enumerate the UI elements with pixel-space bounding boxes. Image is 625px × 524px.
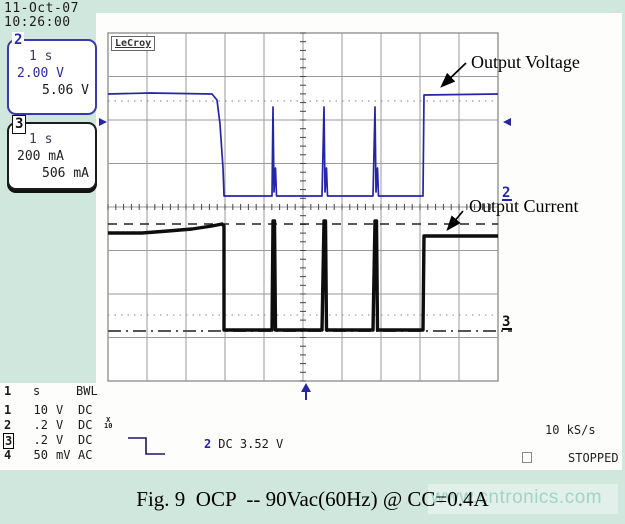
ch3-timebase: 1 s bbox=[29, 132, 53, 147]
ch2-scale: .2 bbox=[33, 418, 48, 432]
acquisition-block: 1 s BWL 1 10 V DC 2 .2 V DC X 10 3 .2 V … bbox=[0, 384, 130, 463]
timebase-unit: s bbox=[33, 384, 41, 398]
ch2-settings-row: 2 .2 V DC X 10 bbox=[0, 416, 130, 433]
voltage-waveform bbox=[107, 92, 499, 197]
ch3-scale: .2 bbox=[33, 433, 48, 447]
probe-x: X bbox=[106, 416, 111, 424]
time-label: 10:26:00 bbox=[4, 15, 71, 30]
ch1-unit: V bbox=[56, 403, 64, 417]
ch2-number: 2 bbox=[12, 32, 25, 49]
trigger-level-marker-left bbox=[99, 118, 107, 126]
ch2-unit: V bbox=[56, 418, 64, 432]
ch3-settings-row: 3 .2 V DC bbox=[0, 433, 130, 449]
ch4-scale: 50 bbox=[33, 448, 48, 462]
bwl-label: BWL bbox=[76, 384, 98, 398]
ch1-coupling: DC bbox=[78, 403, 93, 417]
ch4-num: 4 bbox=[4, 448, 12, 462]
ch3-unit: V bbox=[56, 433, 64, 447]
acquisition-state: STOPPED bbox=[568, 451, 619, 465]
timebase-value: 1 bbox=[4, 384, 12, 398]
watermark-text: www.cntronics.com bbox=[431, 487, 603, 508]
timebase-row: 1 s BWL bbox=[0, 384, 130, 399]
trigger-level-marker-right bbox=[503, 118, 511, 126]
ch3-zero-marker: 3 bbox=[502, 314, 510, 330]
ch3-num: 3 bbox=[3, 433, 15, 449]
ch3-number: 3 bbox=[12, 115, 27, 134]
ch2-zero-marker: 2 bbox=[502, 185, 510, 201]
acquisition-panel-bg bbox=[0, 383, 96, 470]
ch2-probe-x10: X 10 bbox=[104, 416, 113, 430]
probe-10: 10 bbox=[104, 422, 113, 430]
ch3-scale: 200 mA bbox=[17, 149, 64, 164]
ch4-coupling: AC bbox=[78, 448, 93, 462]
ch2-offset: 5.06 V bbox=[42, 83, 89, 98]
ch1-scale: 10 bbox=[33, 403, 48, 417]
ch2-num: 2 bbox=[4, 418, 12, 432]
trigger-time-marker-arrow bbox=[301, 383, 311, 392]
graticule-grid bbox=[107, 32, 498, 382]
trigger-source: 2 bbox=[204, 437, 212, 451]
status-square-icon bbox=[522, 452, 532, 463]
ch3-coupling: DC bbox=[78, 433, 93, 447]
ch1-num: 1 bbox=[4, 403, 12, 417]
current-annotation-arrow bbox=[446, 210, 464, 231]
voltage-annotation-arrow bbox=[440, 62, 467, 88]
output-voltage-label: Output Voltage bbox=[471, 52, 580, 72]
ch3-descriptor-box: 3 1 s 200 mA 506 mA bbox=[7, 115, 97, 190]
trigger-slope-icon bbox=[128, 437, 165, 455]
ch2-descriptor-box: 2 1 s 2.00 V 5.06 V bbox=[7, 32, 97, 115]
ch2-scale: 2.00 V bbox=[17, 66, 64, 81]
ch4-unit: mV bbox=[56, 448, 71, 462]
trigger-level-text: DC 3.52 V bbox=[218, 437, 284, 451]
datetime: 11-Oct-07 10:26:00 bbox=[4, 2, 79, 30]
ch4-settings-row: 4 50 mV AC bbox=[0, 448, 130, 463]
sample-rate: 10 kS/s bbox=[545, 423, 596, 437]
output-current-label: Output Current bbox=[469, 196, 579, 216]
current-waveform bbox=[108, 219, 498, 332]
ch2-timebase: 1 s bbox=[29, 49, 53, 64]
ch3-offset: 506 mA bbox=[42, 166, 89, 181]
ch2-coupling: DC bbox=[78, 418, 93, 432]
trigger-readout: 2 DC 3.52 V bbox=[204, 437, 283, 451]
date-label: 11-Oct-07 bbox=[4, 1, 79, 16]
lecroy-logo: LeCroy bbox=[111, 36, 156, 51]
ch1-settings-row: 1 10 V DC bbox=[0, 403, 130, 418]
watermark-box bbox=[428, 484, 618, 514]
figure-caption: Fig. 9 OCP -- 90Vac(60Hz) @ CC=0.4A bbox=[136, 487, 489, 511]
